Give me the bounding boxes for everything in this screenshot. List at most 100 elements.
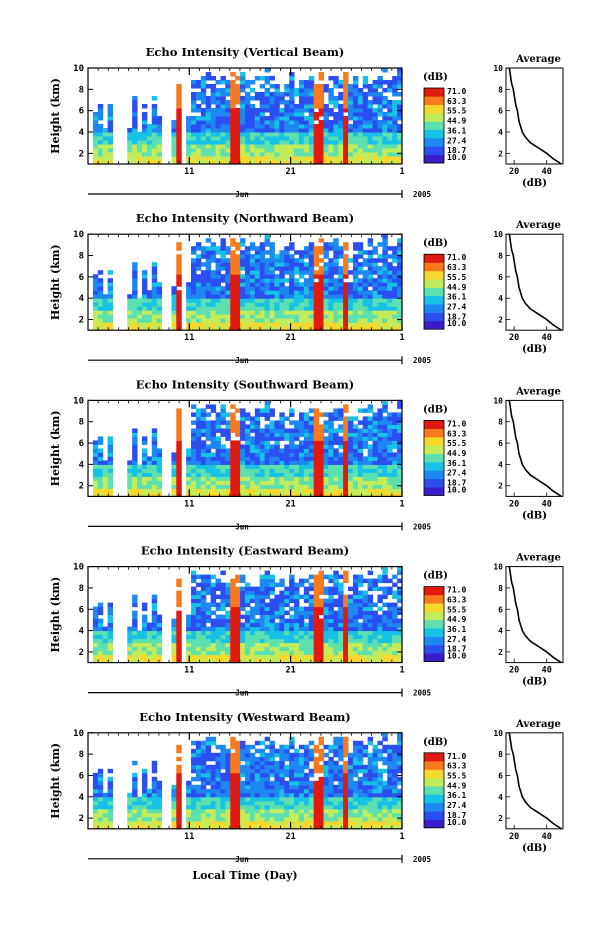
echo-cell	[289, 480, 295, 485]
echo-cell	[245, 156, 251, 161]
echo-cell	[397, 306, 403, 311]
echo-cell	[333, 100, 339, 105]
echo-cell	[92, 788, 99, 794]
echo-cell	[338, 408, 344, 413]
echo-cell	[200, 140, 207, 145]
echo-cell	[107, 638, 114, 644]
echo-cell	[382, 658, 388, 664]
echo-cell	[382, 242, 388, 247]
echo-cell	[372, 464, 378, 469]
echo-cell	[323, 310, 329, 315]
echo-cell	[318, 570, 324, 576]
echo-cell	[274, 606, 280, 612]
colorbar-segment	[424, 594, 444, 604]
echo-cell	[387, 104, 393, 109]
echo-cell	[372, 88, 378, 93]
echo-cell	[397, 282, 403, 287]
echo-cell	[367, 614, 374, 620]
echo-cell	[352, 436, 359, 441]
echo-cell	[298, 432, 305, 437]
echo-cell	[352, 290, 359, 295]
echo-cell	[254, 594, 261, 600]
echo-cell	[259, 140, 266, 145]
echo-cell	[372, 290, 378, 295]
echo-cell	[333, 76, 339, 81]
echo-cell	[92, 140, 99, 145]
echo-cell	[348, 128, 354, 133]
echo-cell	[274, 116, 280, 121]
echo-cell	[367, 326, 374, 331]
echo-cell	[279, 274, 285, 279]
echo-cell	[215, 428, 221, 433]
echo-cell	[269, 270, 275, 275]
echo-cell	[343, 440, 349, 445]
echo-cell	[372, 484, 378, 489]
echo-cell	[127, 824, 133, 830]
echo-cell	[264, 68, 271, 73]
echo-cell	[191, 452, 197, 457]
echo-cell	[210, 642, 217, 648]
echo-cell	[254, 326, 261, 331]
echo-cell	[397, 476, 403, 481]
echo-cell	[303, 578, 310, 584]
echo-cell	[294, 132, 300, 137]
echo-cell	[298, 282, 305, 287]
echo-cell	[215, 606, 221, 612]
echo-cell	[387, 634, 393, 640]
echo-cell	[230, 100, 236, 105]
echo-cell	[127, 314, 133, 319]
echo-cell	[156, 800, 163, 806]
echo-cell	[254, 254, 261, 259]
echo-cell	[264, 448, 271, 453]
echo-cell	[397, 654, 403, 660]
echo-cell	[141, 808, 148, 814]
echo-cell	[205, 124, 212, 129]
echo-cell	[97, 128, 104, 133]
profile-y-tick-label: 4	[498, 627, 503, 636]
echo-cell	[205, 286, 212, 291]
echo-cell	[195, 148, 202, 153]
echo-cell	[313, 488, 320, 493]
echo-cell	[259, 294, 266, 299]
echo-cell	[245, 424, 251, 429]
echo-cell	[205, 492, 212, 497]
echo-cell	[313, 96, 320, 101]
echo-cell	[240, 654, 246, 660]
echo-cell	[137, 646, 143, 652]
echo-cell	[195, 440, 202, 445]
echo-cell	[254, 638, 261, 644]
echo-cell	[141, 274, 148, 279]
echo-cell	[195, 136, 202, 141]
echo-cell	[240, 436, 246, 441]
echo-cell	[205, 428, 212, 433]
echo-cell	[132, 594, 138, 600]
echo-cell	[235, 602, 241, 608]
echo-cell	[382, 610, 388, 616]
echo-cell	[328, 464, 334, 469]
echo-cell	[220, 484, 226, 489]
echo-cell	[195, 140, 202, 145]
echo-cell	[146, 792, 153, 798]
echo-cell	[328, 76, 334, 81]
echo-cell	[362, 484, 369, 489]
echo-cell	[102, 816, 109, 822]
echo-cell	[200, 808, 207, 814]
colorbar-level: 44.9	[447, 449, 466, 458]
echo-cell	[215, 484, 221, 489]
colorbar-segment	[424, 146, 444, 155]
echo-cell	[377, 642, 383, 648]
echo-cell	[235, 480, 241, 485]
echo-cell	[397, 400, 403, 405]
echo-cell	[254, 318, 261, 323]
echo-cell	[274, 432, 280, 437]
echo-cell	[303, 630, 310, 636]
echo-cell	[298, 456, 305, 461]
echo-cell	[303, 144, 310, 149]
echo-cell	[397, 468, 403, 473]
profile-x-label: (dB)	[522, 344, 547, 355]
echo-cell	[377, 242, 383, 247]
echo-cell	[191, 768, 197, 774]
echo-cell	[333, 642, 339, 648]
echo-cell	[215, 642, 221, 648]
echo-cell	[274, 262, 280, 267]
